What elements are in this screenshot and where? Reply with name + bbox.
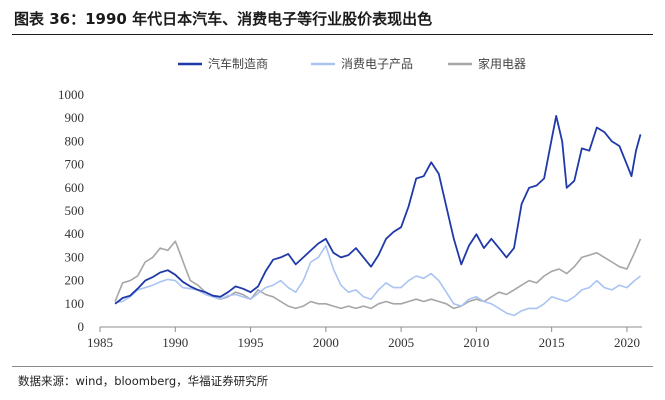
chart-legend: 汽车制造商 消费电子产品 家用电器 <box>178 56 526 71</box>
footer-divider <box>12 366 653 367</box>
series-line-home-appliances <box>114 238 642 310</box>
y-tick-label: 1000 <box>58 87 84 102</box>
x-tick-label: 2020 <box>614 335 640 350</box>
x-tick-label: 1990 <box>162 335 188 350</box>
y-tick-label: 500 <box>65 203 85 218</box>
y-tick-label: 900 <box>65 110 85 125</box>
x-tick-label: 2000 <box>313 335 339 350</box>
legend-label-3: 家用电器 <box>478 56 526 71</box>
y-tick-label: 0 <box>78 319 85 334</box>
y-tick-label: 600 <box>65 180 85 195</box>
series-line-automakers <box>114 115 642 305</box>
x-axis: 1985 1990 1995 2000 2005 2010 2015 2020 <box>87 326 642 350</box>
series-line-consumer-electronics <box>114 245 641 317</box>
title-divider <box>12 34 653 35</box>
legend-label-1: 汽车制造商 <box>208 56 268 71</box>
legend-label-2: 消费电子产品 <box>341 57 413 71</box>
x-tick-label: 2015 <box>539 335 565 350</box>
y-tick-label: 200 <box>65 273 85 288</box>
x-tick-label: 1995 <box>238 335 264 350</box>
line-chart: 汽车制造商 消费电子产品 家用电器 0 100 200 300 400 500 600 700 80… <box>58 56 642 350</box>
y-tick-label: 800 <box>65 133 85 148</box>
source-note: 数据来源：wind，bloomberg，华福证券研究所 <box>18 374 269 388</box>
x-tick-label: 1985 <box>87 335 113 350</box>
y-axis: 0 100 200 300 400 500 600 700 800 900 1000 <box>58 87 84 334</box>
y-tick-label: 700 <box>65 157 85 172</box>
x-tick-label: 2010 <box>463 335 489 350</box>
y-tick-label: 300 <box>65 249 85 264</box>
y-tick-label: 400 <box>65 226 85 241</box>
page-title: 图表 36：1990 年代日本汽车、消费电子等行业股价表现出色 <box>14 10 433 28</box>
plot-lines <box>114 115 642 317</box>
x-tick-label: 2005 <box>388 335 414 350</box>
y-tick-label: 100 <box>65 296 85 311</box>
